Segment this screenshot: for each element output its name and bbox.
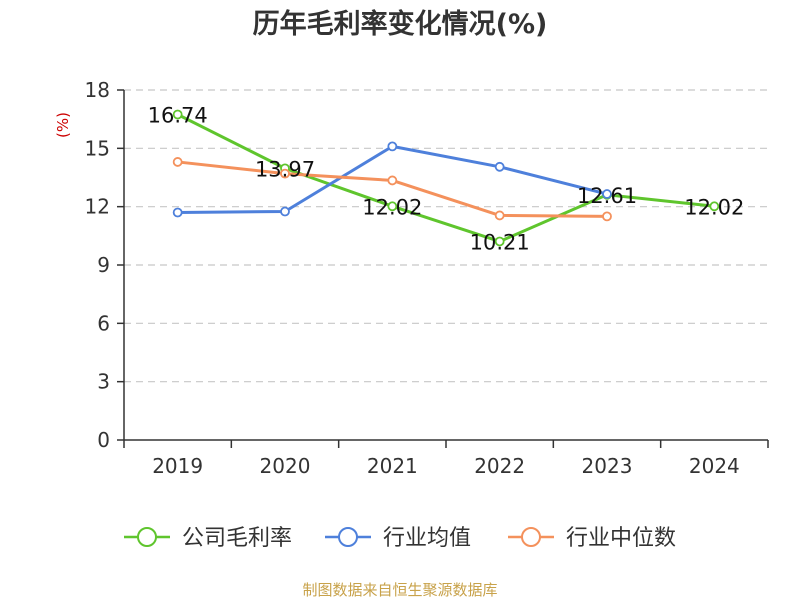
x-tick-label: 2023 xyxy=(582,454,633,478)
y-tick-label: 3 xyxy=(97,370,110,394)
legend-marker xyxy=(338,527,358,547)
y-tick-label: 12 xyxy=(85,195,110,219)
legend-marker xyxy=(521,527,541,547)
series-lines xyxy=(172,109,720,247)
axes: 0 3 6 9 12 15 18 2019 2020 2021 2022 2023 2024 xyxy=(85,78,769,478)
data-label: 12.02 xyxy=(362,195,422,219)
data-point xyxy=(387,201,398,212)
data-point xyxy=(172,207,183,218)
legend-label: 公司毛利率 xyxy=(182,526,292,551)
data-point xyxy=(172,157,183,167)
data-label: 10.21 xyxy=(470,230,530,254)
data-point xyxy=(387,141,398,152)
y-tick-label: 6 xyxy=(97,311,110,335)
series-line-0 xyxy=(176,113,716,243)
x-tick-label: 2021 xyxy=(367,454,418,478)
legend-label: 行业中位数 xyxy=(566,526,676,551)
chart-title: 历年毛利率变化情况(%) xyxy=(253,8,548,40)
data-label: 16.74 xyxy=(148,104,208,128)
legend-marker xyxy=(137,527,157,547)
data-point xyxy=(602,189,612,199)
x-tick-label: 2022 xyxy=(474,454,525,478)
y-tick-label: 18 xyxy=(85,78,110,102)
legend: 公司毛利率 行业均值 行业中位数 xyxy=(124,526,676,551)
data-point xyxy=(602,211,612,222)
y-tick-label: 15 xyxy=(85,136,110,160)
data-point xyxy=(709,201,720,212)
y-tick-label: 0 xyxy=(97,428,110,452)
data-point xyxy=(387,175,398,186)
x-tick-label: 2024 xyxy=(689,454,740,478)
data-labels: 16.74 13.97 12.02 10.21 12.61 12.02 xyxy=(148,104,745,255)
data-source-note: 制图数据来自恒生聚源数据库 xyxy=(302,581,497,599)
data-point xyxy=(280,168,290,179)
data-label: 13.97 xyxy=(255,157,315,181)
grid-lines xyxy=(124,89,768,383)
data-point xyxy=(172,109,183,120)
data-point xyxy=(494,161,505,172)
data-point xyxy=(494,236,505,247)
y-axis-unit: (%) xyxy=(54,112,72,138)
x-tick-label: 2019 xyxy=(152,454,203,478)
legend-label: 行业均值 xyxy=(383,526,471,551)
data-label: 12.02 xyxy=(684,195,744,219)
y-tick-label: 9 xyxy=(97,253,110,277)
x-tick-label: 2020 xyxy=(260,454,311,478)
data-point xyxy=(280,206,290,217)
data-label: 12.61 xyxy=(577,184,637,208)
data-point xyxy=(494,210,505,221)
